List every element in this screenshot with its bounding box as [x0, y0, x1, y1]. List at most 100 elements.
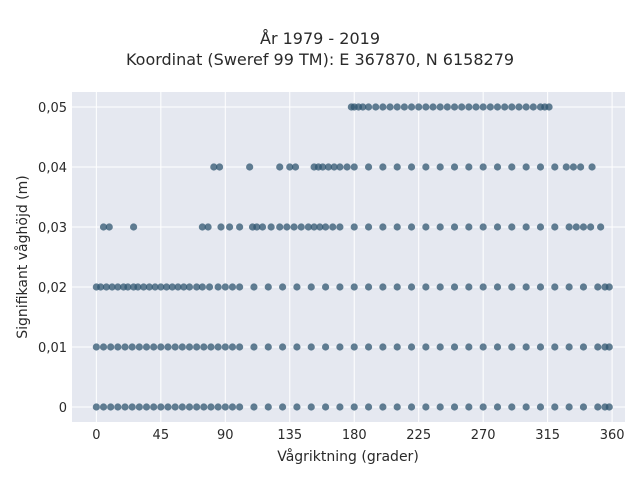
- data-point: [307, 403, 315, 411]
- y-tick-label: 0: [59, 401, 67, 416]
- data-point: [587, 223, 595, 231]
- data-point: [479, 103, 487, 111]
- chart-title: År 1979 - 2019: [260, 29, 380, 48]
- data-point: [407, 403, 416, 411]
- data-point: [329, 223, 337, 231]
- data-point: [278, 283, 287, 291]
- data-point: [185, 403, 194, 411]
- data-point: [465, 163, 473, 171]
- data-point: [162, 283, 171, 291]
- data-point: [236, 223, 244, 231]
- data-point: [465, 343, 473, 351]
- data-point: [501, 103, 509, 111]
- data-point: [594, 403, 602, 411]
- data-point: [250, 403, 258, 411]
- data-point: [565, 283, 573, 291]
- data-point: [291, 163, 300, 171]
- data-point: [319, 163, 327, 171]
- x-axis-label: Vågriktning (grader): [277, 448, 419, 465]
- data-point: [258, 223, 267, 231]
- data-point: [193, 283, 201, 291]
- data-point: [393, 403, 401, 411]
- data-point: [264, 283, 272, 291]
- data-point: [99, 403, 108, 411]
- data-point: [92, 403, 100, 411]
- x-tick-label: 270: [471, 428, 496, 443]
- data-point: [225, 223, 234, 231]
- data-point: [479, 343, 487, 351]
- data-point: [515, 103, 523, 111]
- data-point: [171, 403, 179, 411]
- data-point: [207, 403, 215, 411]
- data-point: [336, 163, 344, 171]
- y-tick-label: 0,01: [38, 341, 67, 356]
- y-tick-label: 0,04: [38, 161, 67, 176]
- data-point: [443, 103, 451, 111]
- data-point: [293, 343, 301, 351]
- data-point: [422, 343, 430, 351]
- data-point: [200, 403, 208, 411]
- data-point: [359, 103, 367, 111]
- data-point: [105, 223, 113, 231]
- data-point: [164, 343, 172, 351]
- x-tick-labels: 0 45 90 135 180 225 270 315 360: [92, 428, 624, 443]
- data-point: [407, 283, 416, 291]
- data-point: [253, 223, 261, 231]
- data-point: [465, 283, 473, 291]
- data-point: [178, 343, 186, 351]
- data-point: [286, 163, 294, 171]
- data-point: [562, 163, 570, 171]
- data-point: [422, 403, 430, 411]
- data-point: [246, 163, 254, 171]
- data-point: [551, 163, 559, 171]
- y-tick-label: 0,05: [38, 101, 67, 116]
- data-point: [450, 403, 459, 411]
- data-point: [579, 223, 588, 231]
- data-point: [493, 343, 502, 351]
- data-point: [185, 283, 194, 291]
- data-point: [364, 223, 373, 231]
- data-point: [297, 223, 305, 231]
- data-point: [99, 343, 108, 351]
- data-point: [214, 283, 222, 291]
- data-point: [350, 223, 358, 231]
- data-point: [150, 343, 158, 351]
- data-point: [479, 403, 487, 411]
- data-point: [493, 103, 502, 111]
- data-point: [221, 403, 229, 411]
- data-point: [307, 283, 315, 291]
- data-point: [393, 343, 401, 351]
- data-point: [407, 223, 416, 231]
- data-point: [278, 403, 287, 411]
- data-point: [436, 223, 444, 231]
- data-point: [493, 223, 502, 231]
- data-point: [267, 223, 275, 231]
- data-point: [336, 223, 344, 231]
- data-point: [178, 403, 186, 411]
- data-point: [121, 343, 129, 351]
- data-point: [236, 283, 244, 291]
- data-point: [415, 103, 423, 111]
- data-point: [99, 223, 108, 231]
- y-tick-labels: 0 0,01 0,02 0,03 0,04 0,05: [38, 101, 67, 416]
- data-point: [228, 403, 237, 411]
- data-point: [102, 283, 110, 291]
- data-point: [250, 343, 258, 351]
- data-point: [400, 103, 408, 111]
- data-point: [107, 343, 115, 351]
- data-point: [536, 343, 545, 351]
- x-tick-label: 0: [92, 428, 100, 443]
- data-point: [407, 163, 416, 171]
- data-point: [336, 283, 344, 291]
- data-point: [210, 163, 218, 171]
- data-point: [536, 283, 545, 291]
- data-point: [128, 343, 136, 351]
- data-point: [142, 403, 151, 411]
- data-point: [393, 223, 401, 231]
- data-point: [579, 283, 588, 291]
- data-points: [92, 103, 613, 411]
- data-point: [293, 403, 301, 411]
- data-point: [121, 403, 129, 411]
- data-point: [393, 283, 401, 291]
